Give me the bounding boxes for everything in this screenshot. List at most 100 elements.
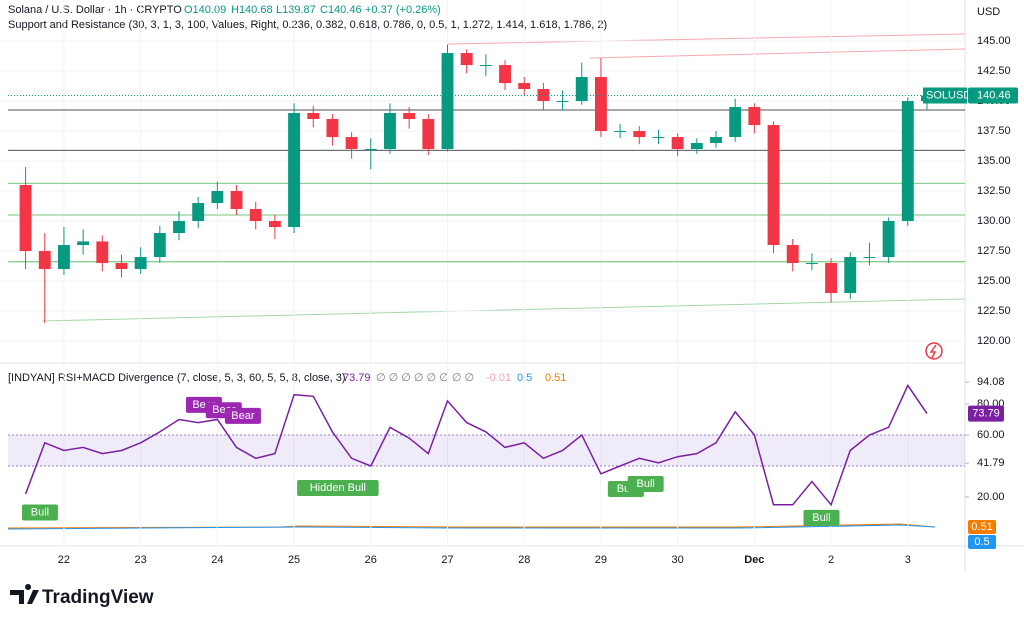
candle-body [77, 241, 90, 246]
candle-body [249, 209, 262, 222]
price-badge-label: 140.46 [977, 89, 1011, 101]
y-tick-label: 122.50 [977, 305, 1011, 317]
candle-body [460, 53, 473, 66]
indicator-title: Support and Resistance (30, 3, 1, 3, 100… [8, 19, 607, 31]
divergence-tag [224, 407, 261, 424]
y-tick-label: 135.00 [977, 155, 1011, 167]
rsi-badge-label: 73.79 [972, 408, 1000, 420]
price-badge [968, 87, 1018, 104]
candle-body [690, 143, 703, 150]
divergence-label: Bull [812, 512, 830, 524]
symbol-badge-label: SOLUSD [926, 89, 971, 101]
symbol-badge [923, 87, 967, 104]
candle-body [575, 77, 588, 102]
candle-body [901, 101, 914, 222]
status: ∅ ∅ ∅ ∅ ∅ ∅ ∅ ∅ [376, 372, 474, 384]
candle-body [364, 149, 377, 151]
change-value: +0.37 (+0.26%) [365, 4, 441, 16]
y-tick-label: 127.50 [977, 245, 1011, 257]
candle-body [863, 257, 876, 259]
rsi-badge [968, 405, 1004, 422]
candle-body [652, 137, 665, 139]
y-tick-label: 125.00 [977, 275, 1011, 287]
rsi-value: 73.79 [343, 372, 371, 384]
signal-line [7, 524, 936, 530]
resistance-trend-line [447, 33, 966, 45]
symbol-title: Solana / U.S. Dollar · 1h · CRYPTO [8, 4, 182, 16]
macd-badge [968, 520, 996, 534]
candle-body [499, 65, 511, 84]
candle-body [633, 131, 646, 138]
x-tick-label: 29 [595, 554, 607, 566]
x-tick-label: 25 [288, 554, 300, 566]
macd-badge-label: 0.51 [971, 521, 992, 533]
candle-body [384, 113, 396, 150]
candle-body [57, 245, 70, 270]
divergence-label: Bear [231, 410, 255, 422]
candle-body [38, 251, 51, 270]
candle-body [729, 107, 742, 138]
open-value: O140.09 [184, 4, 226, 16]
y-tick-label: 137.50 [977, 125, 1011, 137]
candle-body [345, 137, 358, 150]
close-value: C140.46 [320, 4, 362, 16]
y-tick-label: 132.50 [977, 185, 1011, 197]
candle-body [594, 77, 607, 132]
x-tick-label: 3 [905, 554, 911, 566]
candle-body [288, 113, 301, 228]
logo-mark [10, 584, 39, 604]
candle-body [403, 113, 416, 120]
ohlc-values: O140.09 H140.68 L139.87 C140.46 +0.37 (+… [184, 4, 441, 16]
y-tick-label: 145.00 [977, 35, 1011, 47]
candle-body [173, 221, 185, 234]
y-tick-label: 41.79 [977, 457, 1005, 469]
divergence-label: Hidden Bull [310, 482, 366, 494]
macd-histogram: -0.01 [486, 372, 511, 384]
divergence-label: Bull [31, 506, 49, 518]
x-tick-label: 27 [441, 554, 453, 566]
candle-body [268, 221, 281, 228]
candle-body [230, 191, 243, 210]
x-tick-label: 22 [58, 554, 70, 566]
candle-body [307, 113, 320, 120]
candle-body [614, 131, 627, 133]
y-tick-label: 20.00 [977, 491, 1005, 503]
candle-body [153, 233, 166, 258]
x-tick-label: Dec [744, 554, 764, 566]
candle-body [748, 107, 761, 126]
x-tick-label: 28 [518, 554, 530, 566]
support-trend-line [41, 298, 966, 322]
candle-body [518, 83, 531, 90]
candle-body [882, 221, 895, 258]
candle-body [767, 125, 780, 246]
candle-body [710, 137, 722, 144]
candle-body [115, 263, 128, 270]
candle-body [211, 191, 224, 204]
y-tick-label: 120.00 [977, 335, 1011, 347]
logo: TradingView [10, 584, 154, 608]
x-tick-label: 30 [672, 554, 684, 566]
signal-badge-label: 0.5 [974, 536, 989, 548]
alert-icon-bolt [929, 344, 937, 359]
candle-body [422, 119, 435, 150]
x-tick-label: 26 [365, 554, 377, 566]
high-value: H140.68 [231, 4, 273, 16]
x-tick-label: 2 [828, 554, 834, 566]
resistance-trend-line [589, 48, 966, 59]
alert-icon[interactable] [925, 342, 943, 360]
low-value: L139.87 [276, 4, 316, 16]
divergence-label: Bull [637, 478, 655, 490]
candle-body [192, 203, 205, 222]
signal-badge [968, 535, 996, 549]
candle-body [805, 263, 818, 265]
brand: TradingView [42, 587, 154, 608]
y-tick-label: 130.00 [977, 215, 1011, 227]
candle-body [479, 65, 492, 67]
candle-body [825, 263, 838, 294]
divergence-tag [803, 509, 840, 526]
candle-body [671, 137, 684, 150]
candle-body [441, 53, 454, 150]
candle-body [19, 185, 32, 252]
candle-body [134, 257, 147, 270]
